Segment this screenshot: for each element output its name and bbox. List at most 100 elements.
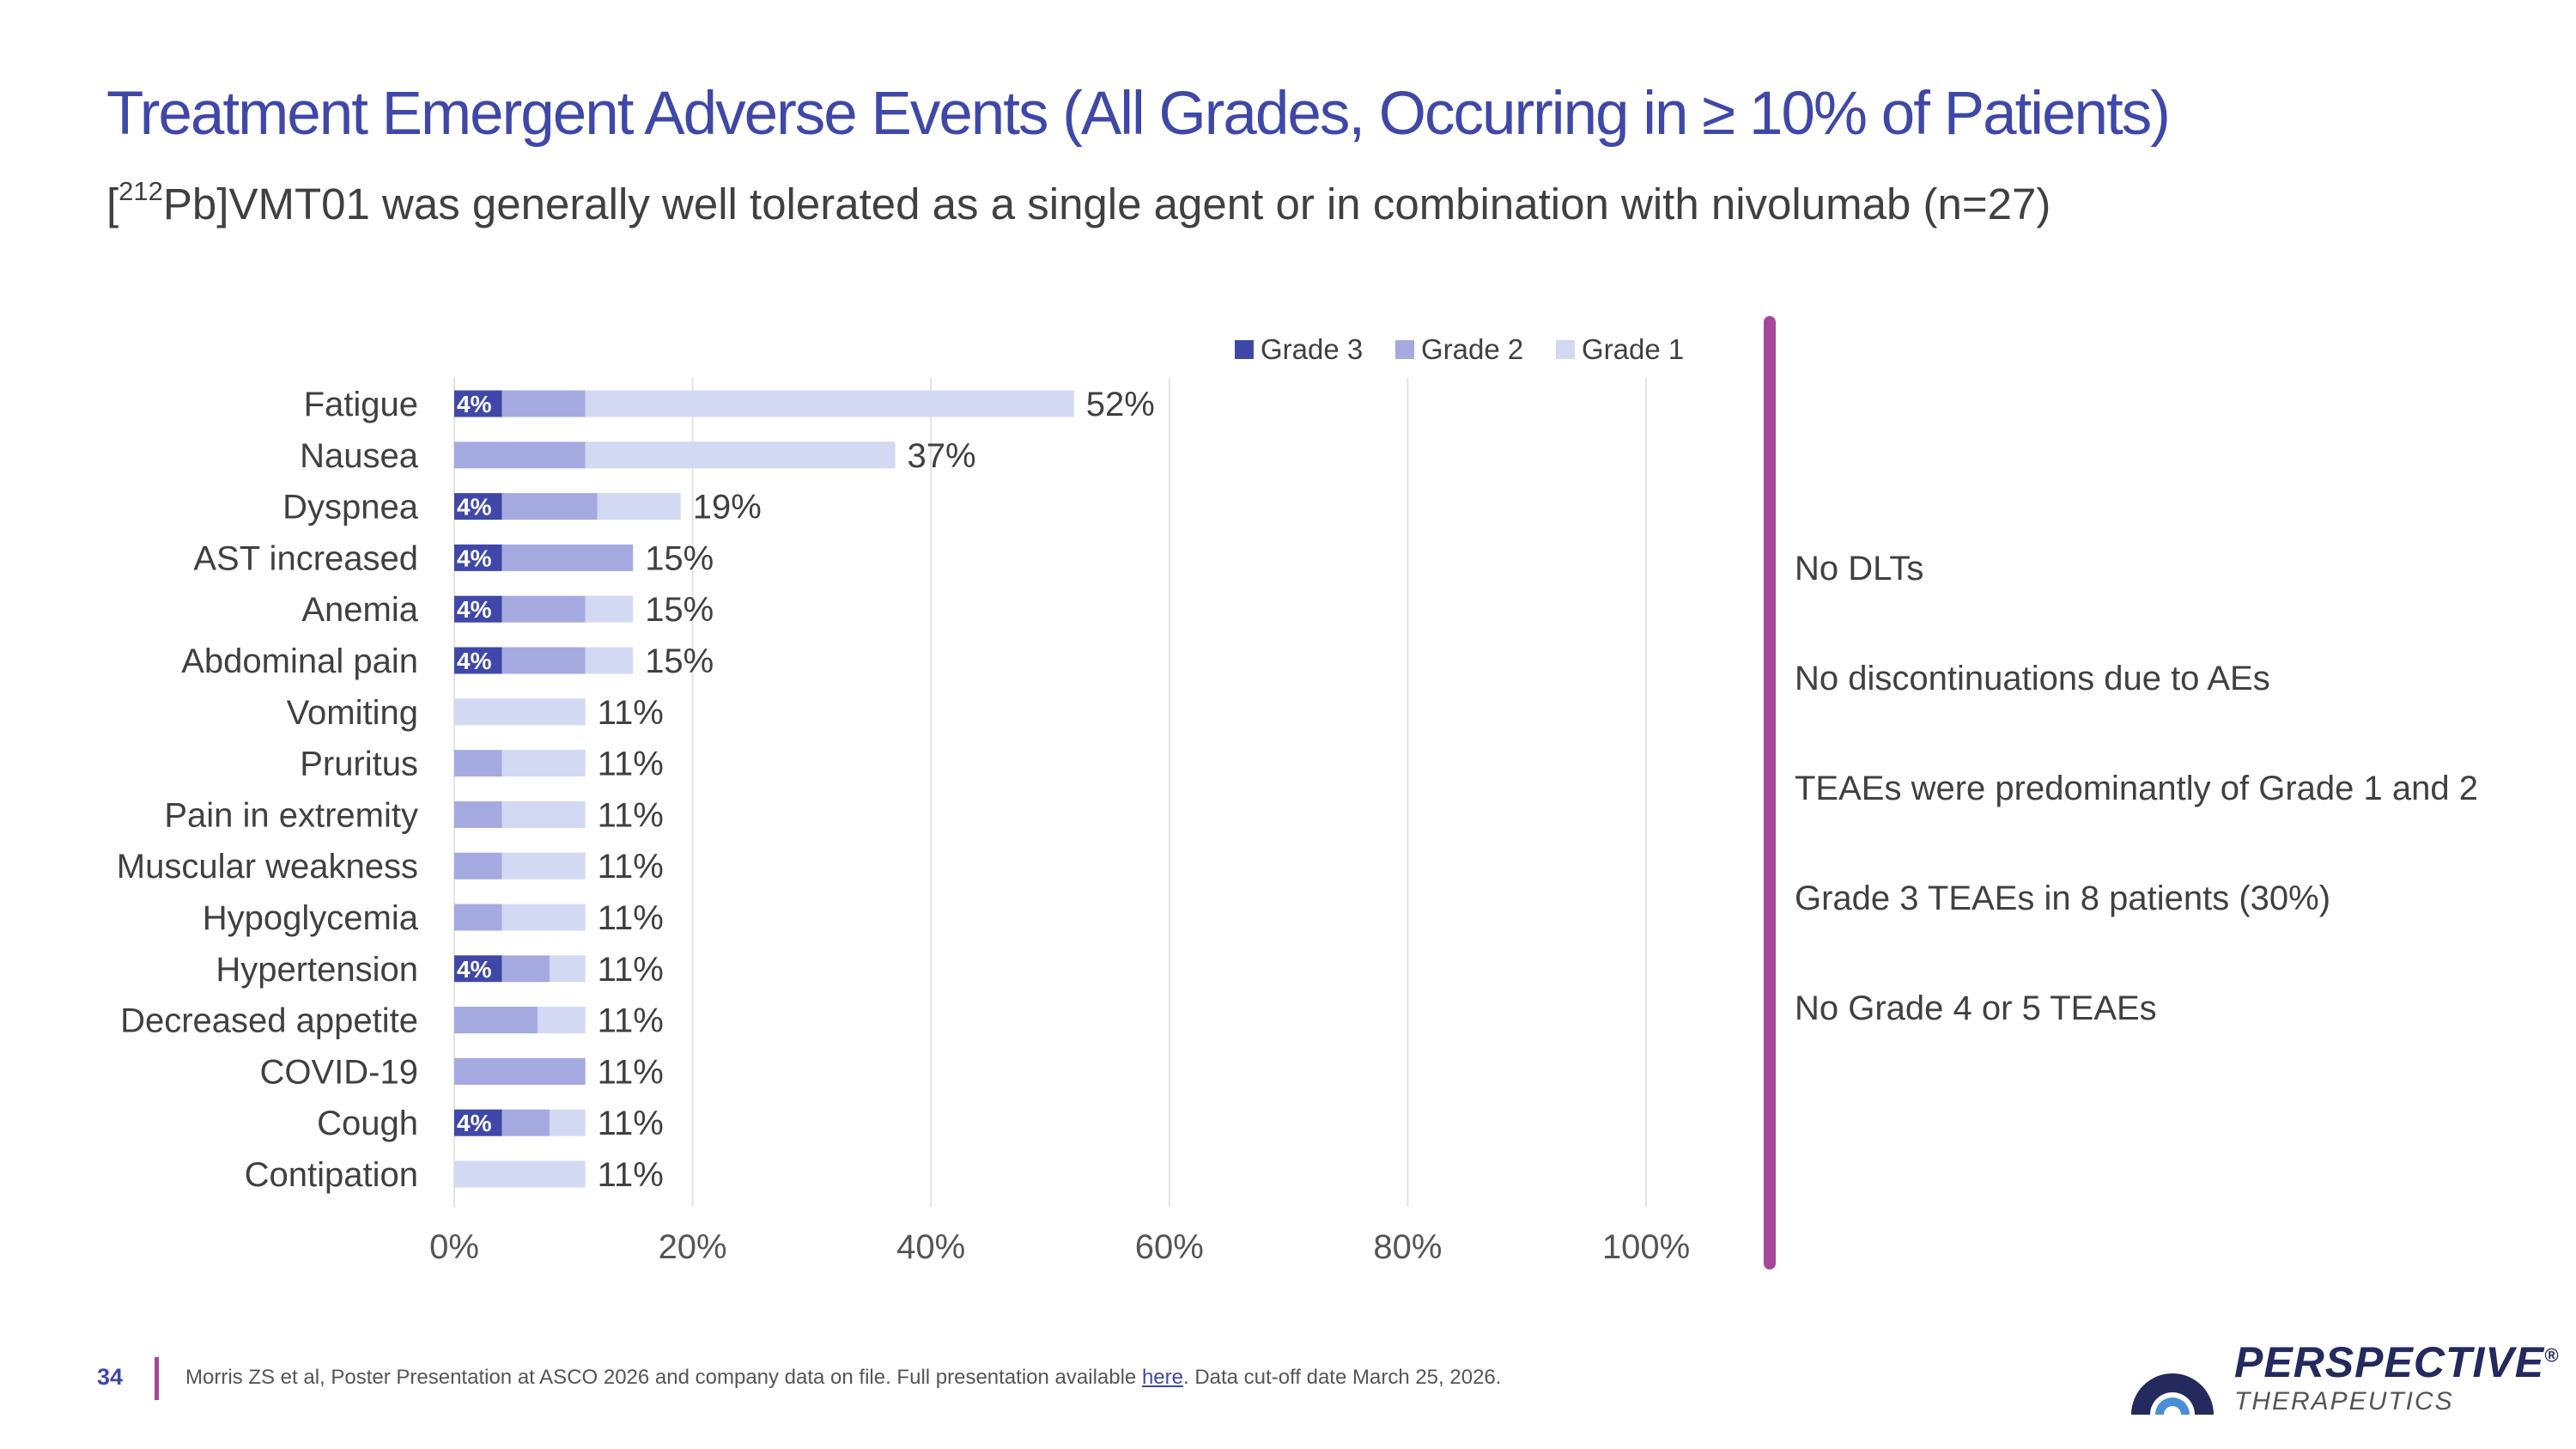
bar-segment <box>454 1007 538 1034</box>
bar-segment <box>501 390 586 417</box>
bar-segment <box>454 852 502 880</box>
citation: Morris ZS et al, Poster Presentation at … <box>185 1366 1501 1390</box>
total-label: 11% <box>598 796 664 834</box>
total-label: 15% <box>645 642 714 680</box>
bar-segment <box>454 390 502 417</box>
category-label: Fatigue <box>304 386 418 423</box>
bar-segment <box>454 801 502 828</box>
footer-divider <box>155 1357 159 1400</box>
category-label: Anemia <box>301 591 418 629</box>
bar-segment <box>501 647 586 674</box>
key-findings-list: No DLTs No discontinuations due to AEs T… <box>1795 550 2478 1099</box>
legend-label: Grade 1 <box>1582 333 1684 365</box>
bar-segment <box>454 750 502 777</box>
segment-label: 4% <box>457 494 492 521</box>
total-label: 11% <box>598 951 664 989</box>
finding-item: No Grade 4 or 5 TEAEs <box>1795 989 2157 1027</box>
category-label: Abdominal pain <box>181 642 418 680</box>
bar-segment <box>501 1109 550 1136</box>
bar-segment <box>501 750 586 777</box>
total-label: 11% <box>598 1053 664 1091</box>
total-label: 11% <box>598 899 664 937</box>
bar-segment <box>501 852 586 880</box>
total-label: 52% <box>1086 386 1155 423</box>
bar-segment <box>454 647 502 674</box>
bar-segment <box>550 1109 586 1136</box>
registered-mark: ® <box>2544 1344 2560 1367</box>
bar-segment <box>585 647 634 674</box>
legend-label: Grade 2 <box>1421 333 1523 365</box>
segment-label: 4% <box>457 1110 492 1136</box>
bar-segment <box>501 955 550 983</box>
category-label: Pain in extremity <box>164 796 418 834</box>
bar-segment <box>454 441 586 469</box>
total-label: 11% <box>598 694 664 732</box>
x-tick-label: 20% <box>659 1228 727 1266</box>
bar-segment <box>501 595 586 623</box>
x-tick-label: 60% <box>1135 1228 1204 1266</box>
legend-swatch <box>1556 340 1575 359</box>
finding-item: Grade 3 TEAEs in 8 patients (30%) <box>1795 880 2331 917</box>
total-label: 11% <box>598 848 664 886</box>
total-label: 11% <box>598 1156 664 1194</box>
logo-mark-icon <box>2131 1373 2214 1415</box>
segment-label: 4% <box>457 956 492 983</box>
total-label: 37% <box>908 437 976 475</box>
company-logo: PERSPECTIVE® THERAPEUTICS <box>2121 1327 2558 1430</box>
page-number: 34 <box>97 1364 124 1390</box>
category-label: Hypertension <box>216 951 418 989</box>
x-tick-label: 0% <box>429 1228 479 1266</box>
presentation-link[interactable]: here <box>1141 1366 1183 1389</box>
bar-segment <box>501 493 598 521</box>
category-label: Decreased appetite <box>120 1002 418 1040</box>
segment-label: 4% <box>457 596 492 623</box>
bar-segment <box>454 904 502 931</box>
bar-segment <box>454 595 502 623</box>
segment-label: 4% <box>457 545 492 571</box>
category-label: Muscular weakness <box>117 848 418 886</box>
bar-segment <box>585 390 1074 417</box>
subtitle-text: Pb]VMT01 was generally well tolerated as… <box>162 180 2051 228</box>
page-subtitle: [212Pb]VMT01 was generally well tolerate… <box>106 176 2051 229</box>
logo-subtitle: THERAPEUTICS <box>2234 1387 2454 1416</box>
x-tick-label: 80% <box>1373 1228 1442 1266</box>
legend-label: Grade 3 <box>1261 333 1363 365</box>
logo-name-text: PERSPECTIVE <box>2234 1338 2545 1386</box>
segment-label: 4% <box>457 648 492 674</box>
citation-cutoff: . Data cut-off date March 25, 2026. <box>1182 1366 1502 1389</box>
bar-segment <box>454 493 502 521</box>
bar-segment <box>550 955 586 983</box>
category-label: Nausea <box>300 437 419 475</box>
category-label: Hypoglycemia <box>203 899 419 937</box>
legend-swatch <box>1235 340 1254 359</box>
category-label: Cough <box>317 1105 418 1142</box>
bar-segment <box>585 441 896 469</box>
footer: 34 Morris ZS et al, Poster Presentation … <box>0 1349 2576 1417</box>
bar-segment <box>501 904 586 931</box>
bar-segment <box>454 1160 586 1188</box>
bar-segment <box>501 801 586 828</box>
finding-item: No DLTs <box>1795 550 1924 588</box>
citation-text: Morris ZS et al, Poster Presentation at … <box>185 1366 1142 1389</box>
subtitle-bracket: [ <box>106 180 119 228</box>
x-tick-label: 40% <box>896 1228 965 1266</box>
page-title: Treatment Emergent Adverse Events (All G… <box>106 80 2171 148</box>
bar-segment <box>538 1007 586 1034</box>
category-label: Pruritus <box>300 746 418 783</box>
bar-segment <box>501 544 634 571</box>
category-label: Dyspnea <box>283 489 419 527</box>
isotope-superscript: 212 <box>118 176 163 206</box>
total-label: 11% <box>598 1105 664 1142</box>
total-label: 19% <box>693 489 762 527</box>
logo-wordmark: PERSPECTIVE® <box>2234 1337 2559 1387</box>
bar-segment <box>597 493 681 521</box>
legend-swatch <box>1395 340 1414 359</box>
total-label: 15% <box>645 539 714 577</box>
category-label: COVID-19 <box>260 1053 419 1091</box>
total-label: 15% <box>645 591 714 629</box>
category-label: AST increased <box>193 539 418 577</box>
bar-segment <box>454 1057 586 1085</box>
category-label: Contipation <box>245 1156 418 1194</box>
finding-item: TEAEs were predominantly of Grade 1 and … <box>1795 770 2478 807</box>
